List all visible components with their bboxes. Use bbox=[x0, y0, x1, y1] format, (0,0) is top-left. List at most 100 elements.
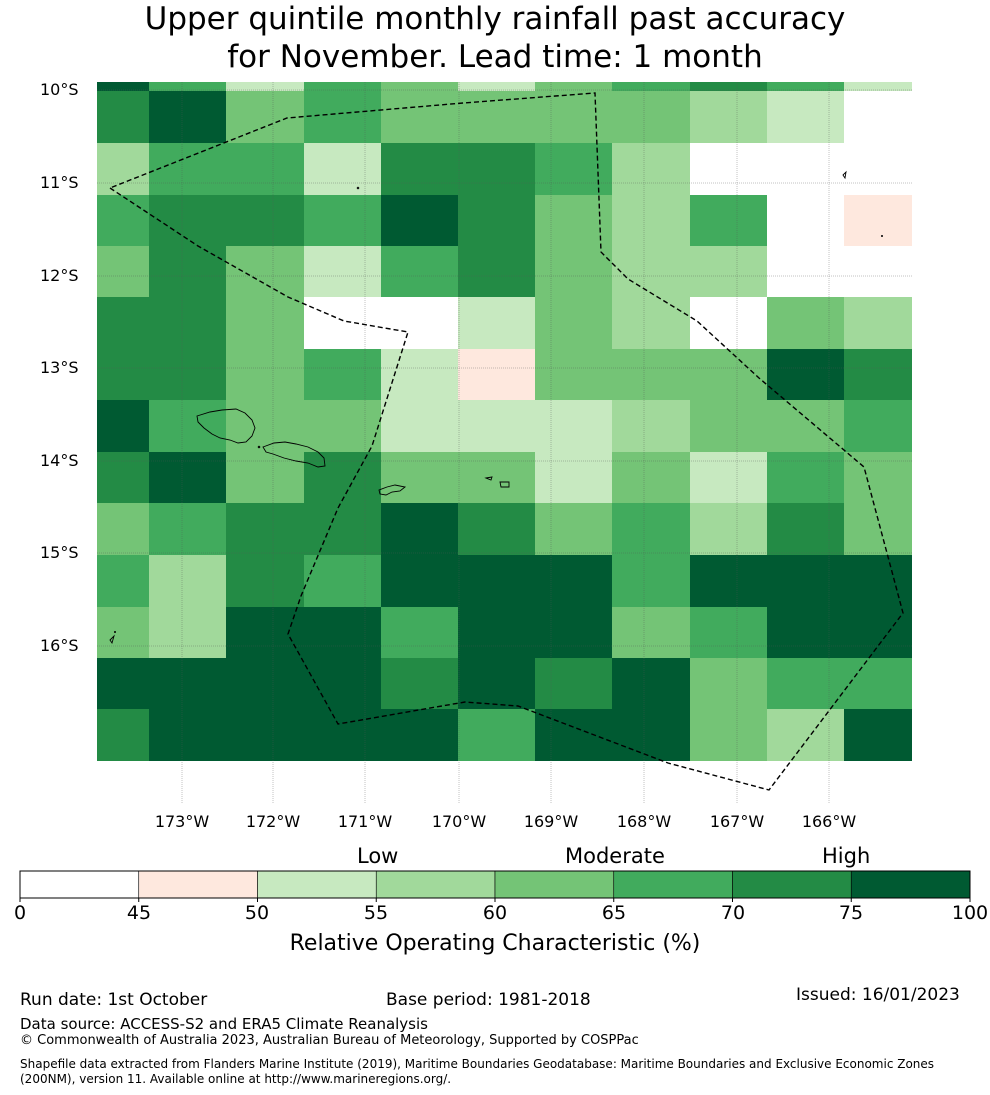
grid-cell bbox=[458, 82, 535, 91]
grid-cell bbox=[97, 91, 149, 143]
grid-cell bbox=[381, 555, 458, 607]
colorbar-tick: 75 bbox=[838, 902, 864, 924]
grid-cell bbox=[690, 658, 767, 709]
grid-cell bbox=[844, 503, 912, 555]
grid-cell bbox=[226, 195, 304, 246]
issued-date: Issued: 16/01/2023 bbox=[796, 985, 960, 1005]
colorbar-tick: 70 bbox=[720, 902, 746, 924]
colorbar-swatch bbox=[732, 870, 852, 899]
grid-cell bbox=[612, 452, 690, 503]
island-dot-4 bbox=[113, 630, 117, 634]
colorbar-swatch bbox=[850, 870, 971, 899]
grid-cell bbox=[844, 400, 912, 452]
grid-cell bbox=[149, 555, 226, 607]
grid-cell bbox=[844, 82, 912, 91]
grid-cell bbox=[97, 658, 149, 709]
grid-cell bbox=[767, 195, 844, 246]
colorbar-swatch bbox=[613, 870, 733, 899]
coastlines bbox=[109, 170, 884, 645]
grid-cell bbox=[381, 607, 458, 658]
grid-cell bbox=[304, 246, 381, 297]
grid-cell bbox=[381, 452, 458, 503]
grid-cell bbox=[97, 709, 149, 761]
grid-cell bbox=[767, 555, 844, 607]
grid-cell bbox=[149, 195, 226, 246]
grid-cell bbox=[149, 400, 226, 452]
grid-cell bbox=[690, 195, 767, 246]
island-tau bbox=[499, 481, 510, 488]
grid-cell bbox=[97, 607, 149, 658]
colorbar-tick: 60 bbox=[482, 902, 508, 924]
lat-label-13s: 13°S bbox=[40, 358, 79, 377]
grid-cell bbox=[381, 503, 458, 555]
grid-cell bbox=[844, 607, 912, 658]
lat-label-10s: 10°S bbox=[40, 80, 79, 99]
grid-cell bbox=[381, 297, 458, 349]
grid-cell bbox=[97, 195, 149, 246]
grid-cell bbox=[767, 91, 844, 143]
grid-cell bbox=[612, 91, 690, 143]
grid-cell bbox=[767, 607, 844, 658]
grid-cell bbox=[304, 658, 381, 709]
grid-cell bbox=[535, 246, 612, 297]
rainfall-grid bbox=[97, 82, 912, 761]
colorbar-swatch bbox=[375, 870, 496, 899]
grid-cell bbox=[844, 452, 912, 503]
grid-cell bbox=[226, 349, 304, 400]
grid-cell bbox=[690, 607, 767, 658]
title-line-2: for November. Lead time: 1 month bbox=[227, 39, 763, 75]
grid-cell bbox=[535, 607, 612, 658]
grid-cell bbox=[458, 349, 535, 400]
grid-cell bbox=[97, 82, 149, 91]
grid-cell bbox=[149, 297, 226, 349]
graticule bbox=[97, 82, 912, 803]
grid-cell bbox=[844, 297, 912, 349]
title-line-1: Upper quintile monthly rainfall past acc… bbox=[144, 1, 846, 37]
grid-cell bbox=[690, 91, 767, 143]
grid-cell bbox=[304, 503, 381, 555]
grid-cell bbox=[381, 658, 458, 709]
island-swains bbox=[109, 634, 115, 645]
grid-cell bbox=[458, 709, 535, 761]
grid-cell bbox=[612, 349, 690, 400]
grid-cell bbox=[612, 658, 690, 709]
grid-cell bbox=[767, 452, 844, 503]
grid-cell bbox=[690, 709, 767, 761]
grid-cell bbox=[304, 349, 381, 400]
grid-cell bbox=[149, 607, 226, 658]
grid-cell bbox=[535, 503, 612, 555]
grid-cell bbox=[535, 349, 612, 400]
lon-label-172w: 172°W bbox=[245, 812, 301, 831]
grid-cell bbox=[458, 246, 535, 297]
grid-cell bbox=[149, 91, 226, 143]
grid-cell bbox=[226, 246, 304, 297]
run-date: Run date: 1st October bbox=[20, 990, 208, 1010]
colorbar-tick: 55 bbox=[363, 902, 389, 924]
grid-cell bbox=[690, 246, 767, 297]
lon-label-169w: 169°W bbox=[523, 812, 579, 831]
grid-cell bbox=[844, 658, 912, 709]
grid-cell bbox=[381, 91, 458, 143]
colorbar-swatch bbox=[19, 870, 140, 899]
colorbar-tick: 100 bbox=[951, 902, 989, 924]
category-high: High bbox=[822, 844, 871, 868]
grid-cell bbox=[226, 555, 304, 607]
grid-cell bbox=[844, 246, 912, 297]
data-source: Data source: ACCESS-S2 and ERA5 Climate … bbox=[20, 1015, 428, 1033]
grid-cell bbox=[226, 709, 304, 761]
grid-cell bbox=[612, 246, 690, 297]
grid-cell bbox=[304, 91, 381, 143]
grid-cell bbox=[458, 607, 535, 658]
grid-cell bbox=[535, 452, 612, 503]
copyright: © Commonwealth of Australia 2023, Austra… bbox=[20, 1033, 639, 1048]
grid-cell bbox=[304, 82, 381, 91]
lon-label-168w: 168°W bbox=[616, 812, 672, 831]
grid-cell bbox=[535, 400, 612, 452]
grid-cell bbox=[381, 400, 458, 452]
grid-cell bbox=[612, 82, 690, 91]
grid-cell bbox=[381, 195, 458, 246]
grid-cell bbox=[767, 246, 844, 297]
grid-cell bbox=[458, 400, 535, 452]
grid-cell bbox=[226, 607, 304, 658]
